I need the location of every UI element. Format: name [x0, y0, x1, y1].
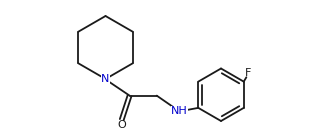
Text: O: O: [117, 120, 126, 130]
Text: F: F: [244, 68, 251, 78]
Text: NH: NH: [171, 106, 188, 116]
Text: N: N: [101, 74, 110, 84]
